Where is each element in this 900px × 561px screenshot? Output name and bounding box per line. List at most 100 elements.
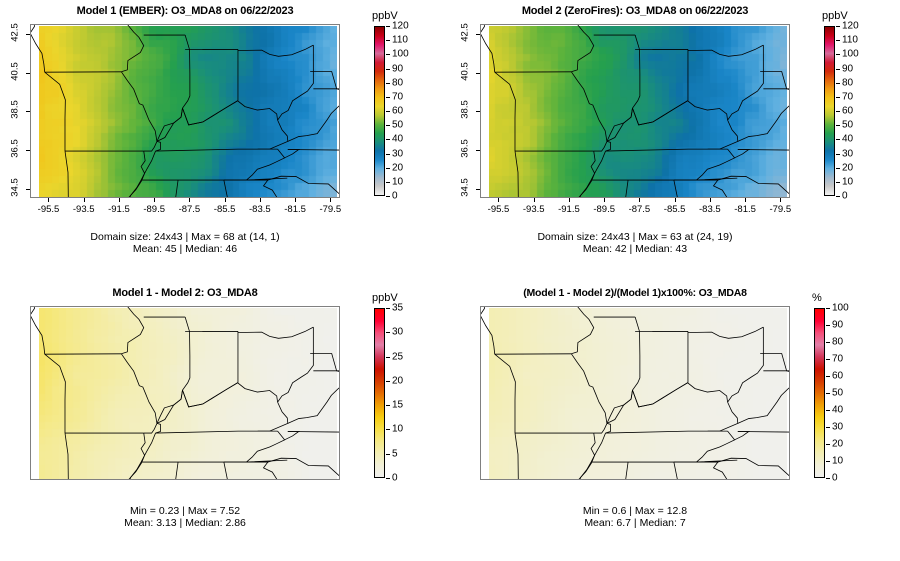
x-axis-tick: [498, 198, 500, 202]
colorbar-tick-label: 15: [392, 399, 404, 411]
colorbar-tick-label: 30: [842, 148, 854, 159]
colorbar-tick: [386, 68, 390, 70]
x-axis-tick: [568, 198, 570, 202]
y-axis-tick-label: 42.5: [459, 23, 471, 42]
colorbar-tick: [836, 125, 840, 127]
colorbar-tick: [386, 405, 390, 407]
colorbar-tick-label: 50: [832, 387, 844, 399]
colorbar-tick: [836, 40, 840, 42]
x-axis-tick: [118, 198, 120, 202]
x-axis-tick: [674, 198, 676, 202]
colorbar-unit-label: %: [812, 292, 822, 304]
state-boundaries: [31, 307, 339, 479]
y-axis-tick-label: 34.5: [459, 177, 471, 197]
colorbar-unit-label: ppbV: [822, 10, 848, 22]
colorbar-tick-label: 100: [842, 48, 859, 60]
colorbar-tick: [386, 54, 390, 56]
map-plot-model1: [30, 24, 340, 198]
colorbar-tick: [386, 429, 390, 431]
panel-model2: Model 2 (ZeroFires): O3_MDA8 on 06/22/20…: [450, 0, 900, 280]
x-axis-tick: [48, 198, 50, 202]
state-boundaries: [31, 25, 339, 197]
y-axis-tick-label: 38.5: [459, 100, 471, 120]
colorbar-tick: [836, 96, 840, 98]
x-axis-tick-label: -95.5: [37, 204, 60, 215]
map-plot-difference: [30, 306, 340, 480]
colorbar-tick-label: 60: [842, 105, 854, 117]
colorbar-tick-label: 30: [392, 326, 404, 338]
colorbar-tick-label: 30: [392, 148, 404, 159]
panel-title-model2: Model 2 (ZeroFires): O3_MDA8 on 06/22/20…: [521, 5, 749, 17]
x-axis-tick-label: -81.5: [284, 204, 306, 215]
colorbar-tick-label: 20: [392, 375, 404, 387]
colorbar-gradient: [814, 308, 825, 478]
x-axis-tick-label: -83.5: [699, 204, 721, 215]
panel-subtitle-difference-line2: Mean: 3.13 | Median: 2.86: [124, 517, 246, 529]
colorbar-model2: ppbV 0 10 20 30 40 50 60 70 80 90 100 110 120: [822, 0, 892, 280]
x-axis-tick: [224, 198, 226, 202]
x-axis-tick-label: -89.5: [143, 204, 165, 215]
colorbar-tick: [386, 153, 390, 155]
y-axis-tick-label: 36.5: [9, 139, 21, 158]
y-axis-tick-label: 40.5: [459, 61, 471, 81]
colorbar-tick-label: 70: [832, 353, 844, 365]
y-axis-tick: [26, 111, 30, 113]
map-plot-model2: [480, 24, 790, 198]
colorbar-gradient: [374, 308, 385, 478]
panel-subtitle-model1-line2: Mean: 45 | Median: 46: [132, 243, 238, 255]
x-axis-tick-label: -85.5: [663, 204, 686, 215]
panel-subtitle-model2-line1: Domain size: 24x43 | Max = 63 at (24, 19…: [537, 231, 733, 243]
y-axis-tick: [476, 188, 480, 190]
colorbar-tick-label: 10: [842, 176, 854, 188]
colorbar-tick: [386, 181, 390, 183]
colorbar-tick-label: 80: [832, 336, 844, 348]
colorbar-unit-label: ppbV: [372, 292, 398, 304]
map-plot-percent-difference: [480, 306, 790, 480]
x-axis-tick-label: -91.5: [558, 204, 580, 215]
x-axis-tick-label: -89.5: [593, 204, 615, 215]
colorbar-tick-label: 100: [832, 302, 849, 314]
colorbar-tick: [836, 139, 840, 141]
colorbar-tick: [836, 54, 840, 56]
colorbar-tick: [826, 308, 830, 309]
colorbar-tick-label: 110: [392, 34, 408, 46]
colorbar-tick-label: 70: [842, 91, 854, 103]
x-axis-tick-label: -93.5: [522, 204, 545, 215]
colorbar-tick-label: 20: [842, 162, 854, 174]
x-axis-tick-label: -95.5: [487, 204, 510, 215]
colorbar-tick-label: 40: [842, 133, 854, 145]
panel-subtitle-percent-difference-line1: Min = 0.6 | Max = 12.8: [582, 505, 688, 517]
panel-percent-difference: (Model 1 - Model 2)/(Model 1)x100%: O3_M…: [450, 281, 900, 561]
y-axis-tick-label: 40.5: [9, 61, 21, 81]
y-axis-tick: [26, 150, 30, 152]
colorbar-tick: [826, 410, 830, 411]
colorbar-unit-label: ppbV: [372, 10, 398, 22]
y-axis-tick-label: 36.5: [459, 139, 471, 158]
colorbar-tick-label: 120: [392, 20, 409, 32]
colorbar-tick-label: 110: [842, 34, 858, 46]
x-axis-tick: [745, 198, 747, 202]
colorbar-tick: [826, 461, 830, 462]
colorbar-tick-label: 0: [392, 472, 398, 484]
panel-subtitle-model2-line2: Mean: 42 | Median: 43: [582, 243, 688, 255]
colorbar-tick: [386, 308, 390, 309]
y-axis-tick-label: 42.5: [9, 23, 21, 42]
x-axis-tick: [533, 198, 535, 202]
colorbar-tick-label: 20: [392, 162, 404, 174]
colorbar-tick-label: 35: [392, 302, 404, 314]
x-axis-tick: [330, 198, 332, 202]
colorbar-tick-label: 0: [392, 190, 398, 202]
x-axis-tick: [295, 198, 297, 202]
colorbar-tick: [836, 181, 840, 183]
colorbar-tick: [386, 167, 390, 169]
colorbar-tick: [386, 40, 390, 42]
colorbar-tick: [386, 196, 390, 197]
colorbar-tick-label: 80: [392, 77, 404, 89]
colorbar-tick: [836, 153, 840, 155]
colorbar-tick: [386, 380, 390, 382]
colorbar-tick-label: 5: [392, 448, 398, 460]
colorbar-gradient: [374, 26, 385, 196]
colorbar-tick-label: 60: [392, 105, 404, 117]
panel-subtitle-difference-line1: Min = 0.23 | Max = 7.52: [129, 505, 241, 517]
